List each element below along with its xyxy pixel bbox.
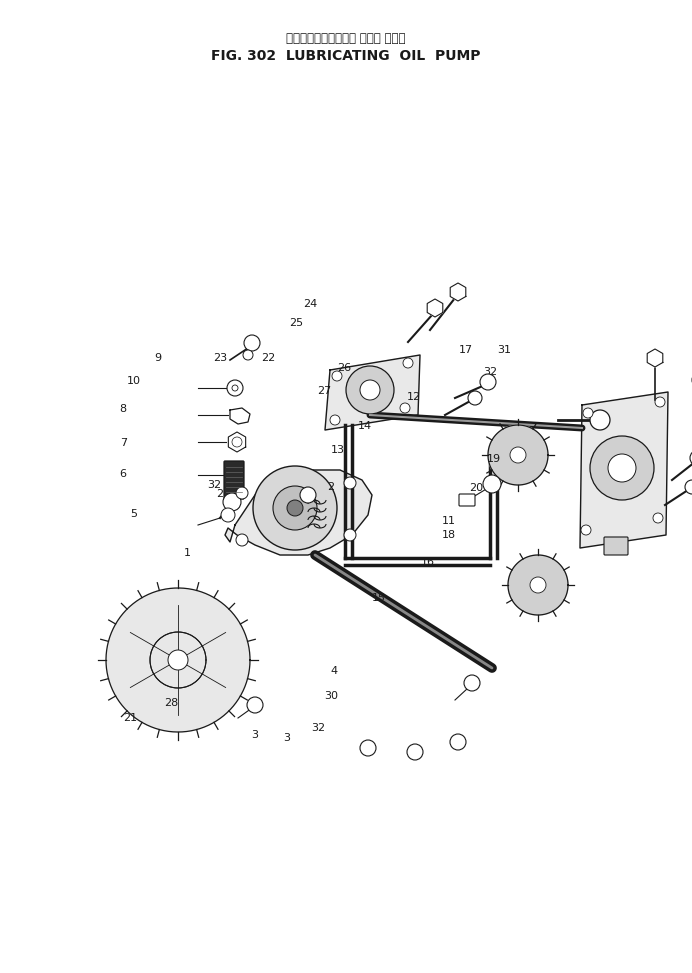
FancyBboxPatch shape	[224, 461, 244, 499]
Circle shape	[330, 415, 340, 425]
Text: 21: 21	[123, 713, 137, 723]
Circle shape	[590, 436, 654, 500]
Polygon shape	[508, 555, 568, 615]
Circle shape	[608, 454, 636, 482]
Circle shape	[287, 500, 303, 516]
FancyBboxPatch shape	[459, 494, 475, 506]
Polygon shape	[325, 355, 420, 430]
Circle shape	[236, 487, 248, 499]
Circle shape	[346, 366, 394, 414]
Text: 1: 1	[183, 548, 190, 558]
Text: 20: 20	[469, 484, 483, 493]
Polygon shape	[450, 283, 466, 301]
Text: 32: 32	[208, 480, 221, 489]
Text: 25: 25	[289, 318, 303, 328]
Circle shape	[236, 534, 248, 546]
Circle shape	[150, 632, 206, 688]
Text: 7: 7	[120, 438, 127, 448]
Text: 10: 10	[127, 377, 140, 386]
Circle shape	[223, 493, 241, 511]
Text: 27: 27	[317, 386, 331, 396]
Text: 28: 28	[165, 698, 179, 707]
Text: 6: 6	[120, 469, 127, 479]
Circle shape	[480, 374, 496, 390]
Text: 26: 26	[338, 363, 352, 373]
Circle shape	[483, 475, 501, 493]
Circle shape	[400, 403, 410, 413]
Polygon shape	[488, 425, 548, 485]
Circle shape	[581, 525, 591, 535]
Circle shape	[344, 529, 356, 541]
Circle shape	[464, 675, 480, 691]
Text: 23: 23	[213, 353, 227, 363]
Text: 11: 11	[441, 516, 455, 525]
Polygon shape	[150, 632, 206, 688]
Text: 18: 18	[441, 530, 455, 540]
Text: 9: 9	[154, 353, 161, 363]
Text: 32: 32	[311, 723, 325, 733]
Circle shape	[360, 740, 376, 756]
Circle shape	[221, 508, 235, 522]
Circle shape	[450, 734, 466, 750]
Text: 32: 32	[483, 367, 497, 377]
Text: 4: 4	[330, 667, 337, 676]
Circle shape	[583, 408, 593, 418]
Text: 31: 31	[497, 345, 511, 355]
Text: 29: 29	[217, 489, 230, 499]
Circle shape	[468, 391, 482, 405]
Text: 12: 12	[407, 392, 421, 402]
Polygon shape	[427, 299, 443, 317]
Text: 24: 24	[303, 299, 317, 308]
Polygon shape	[580, 392, 668, 548]
Polygon shape	[228, 432, 246, 452]
Circle shape	[332, 371, 342, 381]
Text: 14: 14	[358, 421, 372, 431]
Circle shape	[273, 486, 317, 530]
Circle shape	[590, 410, 610, 430]
Polygon shape	[647, 349, 663, 367]
Circle shape	[685, 480, 692, 494]
Text: ルーブリケーティング オイル ポンプ: ルーブリケーティング オイル ポンプ	[286, 32, 406, 46]
Text: 5: 5	[130, 509, 137, 519]
Circle shape	[247, 697, 263, 713]
Text: 2: 2	[327, 482, 334, 491]
Circle shape	[360, 380, 380, 400]
Circle shape	[407, 744, 423, 760]
Text: 19: 19	[486, 454, 500, 464]
Circle shape	[510, 447, 526, 463]
Circle shape	[227, 380, 243, 396]
Polygon shape	[106, 588, 250, 732]
Circle shape	[530, 577, 546, 593]
Text: 16: 16	[421, 558, 435, 567]
Text: 30: 30	[324, 691, 338, 701]
Text: 3: 3	[284, 733, 291, 742]
Circle shape	[653, 513, 663, 523]
Circle shape	[243, 350, 253, 360]
Circle shape	[244, 335, 260, 351]
Circle shape	[300, 487, 316, 503]
Polygon shape	[225, 470, 372, 555]
Circle shape	[690, 450, 692, 466]
Text: 3: 3	[251, 730, 258, 739]
Circle shape	[344, 477, 356, 489]
FancyBboxPatch shape	[604, 537, 628, 555]
Circle shape	[403, 358, 413, 368]
Text: 22: 22	[262, 353, 275, 363]
Text: FIG. 302  LUBRICATING  OIL  PUMP: FIG. 302 LUBRICATING OIL PUMP	[211, 50, 481, 63]
Text: 17: 17	[459, 345, 473, 355]
Circle shape	[253, 466, 337, 550]
Text: 8: 8	[120, 404, 127, 414]
Circle shape	[168, 650, 188, 670]
Text: 15: 15	[372, 594, 386, 603]
Text: 13: 13	[331, 445, 345, 454]
Circle shape	[655, 397, 665, 407]
